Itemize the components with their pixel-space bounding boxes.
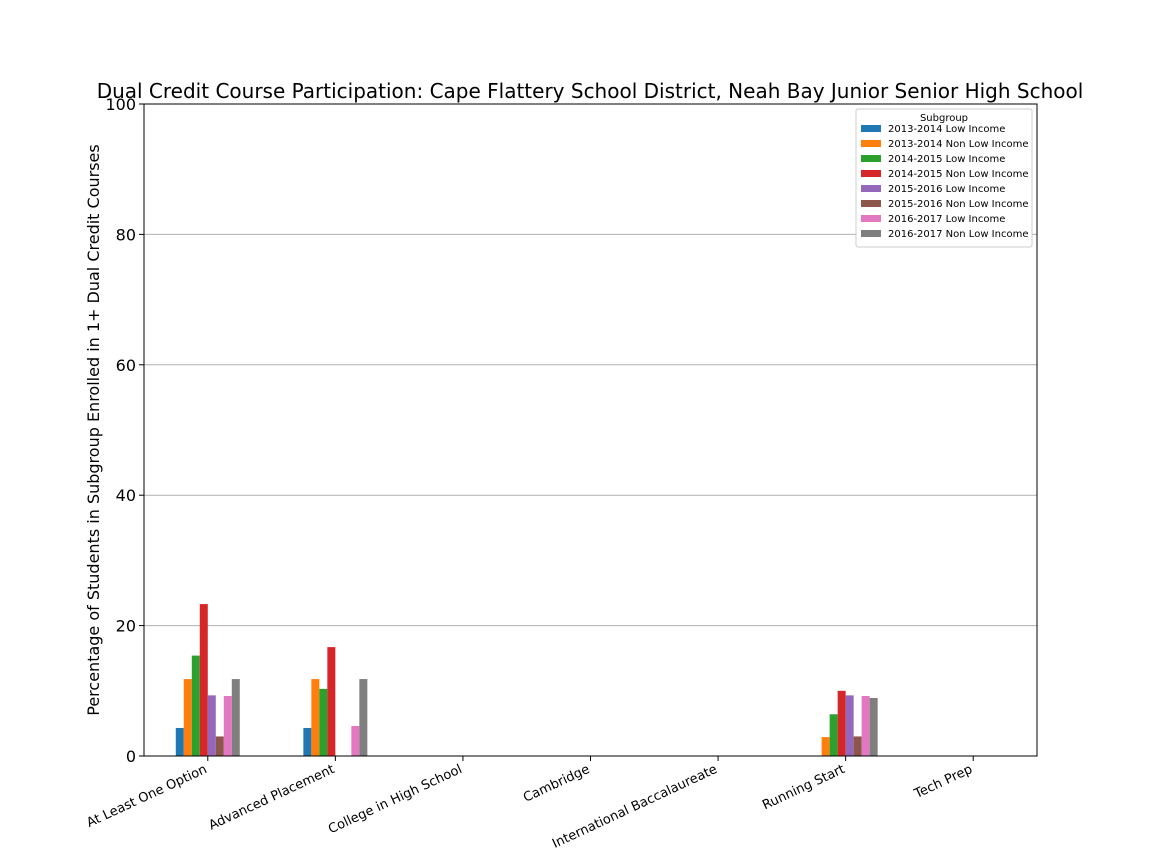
x-tick-label: At Least One Option: [85, 762, 210, 831]
legend-swatch: [861, 170, 881, 177]
bar: [183, 679, 192, 756]
y-axis-label: Percentage of Students in Subgroup Enrol…: [84, 144, 103, 715]
bar: [861, 696, 870, 756]
x-tick-label: Advanced Placement: [207, 762, 337, 833]
legend-swatch: [861, 215, 881, 222]
legend-title: Subgroup: [920, 113, 968, 124]
bar: [175, 727, 184, 756]
legend-swatch: [861, 155, 881, 162]
legend-swatch: [861, 200, 881, 207]
x-tick-label: College in High School: [326, 762, 464, 837]
legend-label: 2015-2016 Non Low Income: [888, 199, 1028, 210]
x-tick-label: Running Start: [760, 762, 847, 813]
y-tick-label: 20: [116, 617, 136, 636]
legend-swatch: [861, 125, 881, 132]
legend-label: 2013-2014 Low Income: [888, 124, 1005, 135]
bar: [319, 688, 328, 756]
legend-label: 2013-2014 Non Low Income: [888, 139, 1028, 150]
bar: [837, 690, 846, 756]
bar: [821, 737, 830, 756]
legend-label: 2014-2015 Low Income: [888, 154, 1005, 165]
legend-box: [855, 108, 1033, 248]
x-tick-label: Tech Prep: [911, 762, 975, 802]
legend-label: 2015-2016 Low Income: [888, 184, 1005, 195]
y-tick-label: 80: [116, 225, 136, 244]
chart-title: Dual Credit Course Participation: Cape F…: [97, 79, 1084, 103]
legend-label: 2016-2017 Low Income: [888, 214, 1005, 225]
y-axis-ticks: 0 20 40 60 80 100: [105, 95, 144, 766]
gridlines: [144, 233, 1037, 627]
bar: [327, 647, 336, 756]
bar: [853, 736, 862, 756]
bar: [311, 679, 320, 756]
bar: [829, 714, 838, 756]
bar: [359, 679, 368, 756]
bar: [351, 726, 360, 756]
legend-label: 2014-2015 Non Low Income: [888, 169, 1028, 180]
bar: [207, 695, 216, 756]
bar: [231, 679, 240, 756]
bar: [215, 736, 224, 756]
x-tick-label: Cambridge: [521, 762, 592, 806]
legend-swatch: [861, 185, 881, 192]
bar: [199, 604, 208, 756]
legend-swatch: [861, 230, 881, 237]
legend-swatch: [861, 140, 881, 147]
legend-label: 2016-2017 Non Low Income: [888, 229, 1028, 240]
bars: [175, 604, 878, 756]
y-tick-label: 100: [105, 95, 136, 114]
bar: [223, 696, 232, 756]
y-tick-label: 60: [116, 356, 136, 375]
bar: [303, 727, 312, 756]
bar: [869, 697, 878, 756]
y-tick-label: 40: [116, 486, 136, 505]
y-tick-label: 0: [126, 747, 136, 766]
bar: [191, 655, 200, 756]
bar: [845, 695, 854, 756]
